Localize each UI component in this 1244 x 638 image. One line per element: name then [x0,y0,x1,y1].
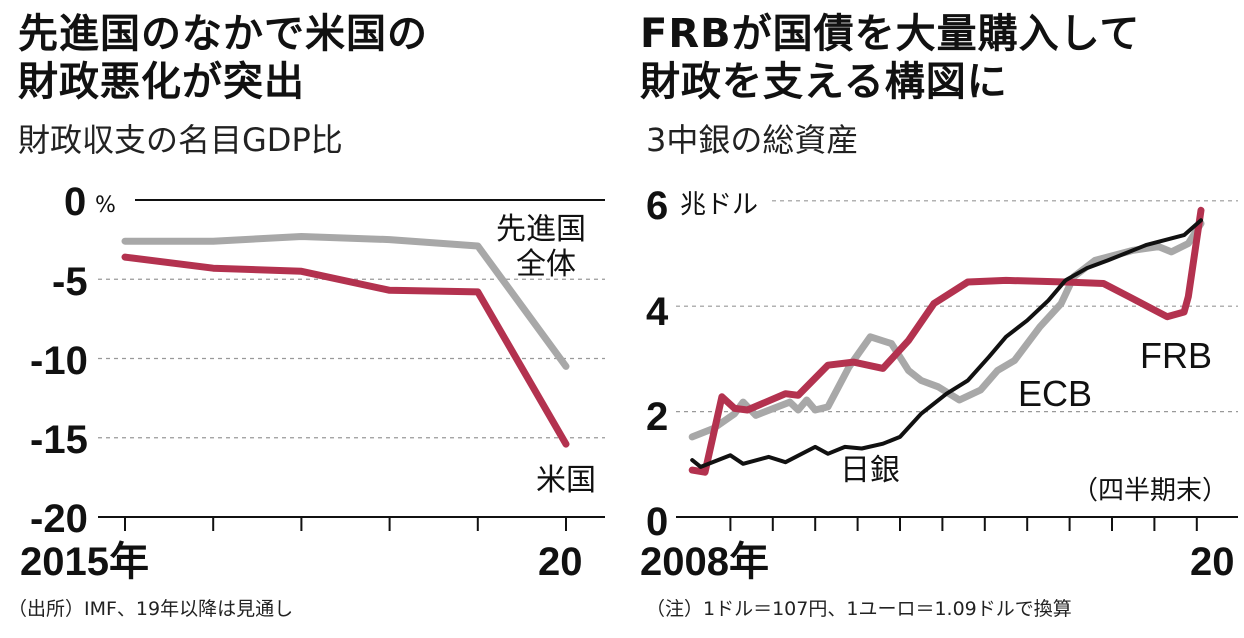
series-label-ecb: ECB [1018,373,1093,414]
left-subtitle: 財政収支の名目GDP比 [18,121,343,159]
left-x-tick-label: 2015年 [20,540,149,584]
advanced-economies-line [121,233,570,370]
left-y-tick-label: -15 [30,418,88,462]
left-title-line-1: 先進国のなかで米国の [18,11,428,57]
boj-line [690,218,1203,469]
right-y-tick-label: 6 [646,184,669,228]
right-title-line-1: FRBが国債を大量購入して [640,11,1141,57]
left-y-tick-label: 0 [64,180,87,224]
series-label-advanced: 全体 [516,247,576,282]
left-title-line-2: 財政悪化が突出 [18,59,305,105]
right-y-tick-label: 0 [646,500,669,544]
series-label-boj: 日銀 [840,453,900,488]
series-label-advanced: 先進国 [496,212,586,247]
frb-line [688,206,1205,476]
series-label-frb: FRB [1140,335,1212,376]
right-title-line-2: 財政を支える構図に [640,59,1008,105]
right-y-tick-label: 2 [646,395,669,439]
right-x-tick-label: 20 [1190,540,1235,584]
right-y-tick-label: 4 [646,290,669,334]
right-note: （注）1ドル＝107円、1ユーロ＝1.09ドルで換算 [646,598,1072,620]
quarter-end-note: （四半期末） [1072,476,1229,506]
right-x-tick-label: 2008年 [640,540,769,584]
left-y-tick-label: -20 [30,497,88,541]
right-y-unit: 兆ドル [680,190,759,220]
left-y-tick-label: -10 [30,339,88,383]
us-line [121,253,570,448]
left-source: （出所）IMF、19年以降は見通し [8,598,294,620]
left-y-unit: % [95,193,116,218]
left-x-tick-label: 20 [538,540,583,584]
left-y-tick-label: -5 [52,260,88,304]
ecb-line [688,220,1205,441]
right-subtitle: 3中銀の総資産 [646,121,859,159]
series-label-us: 米国 [536,463,596,498]
